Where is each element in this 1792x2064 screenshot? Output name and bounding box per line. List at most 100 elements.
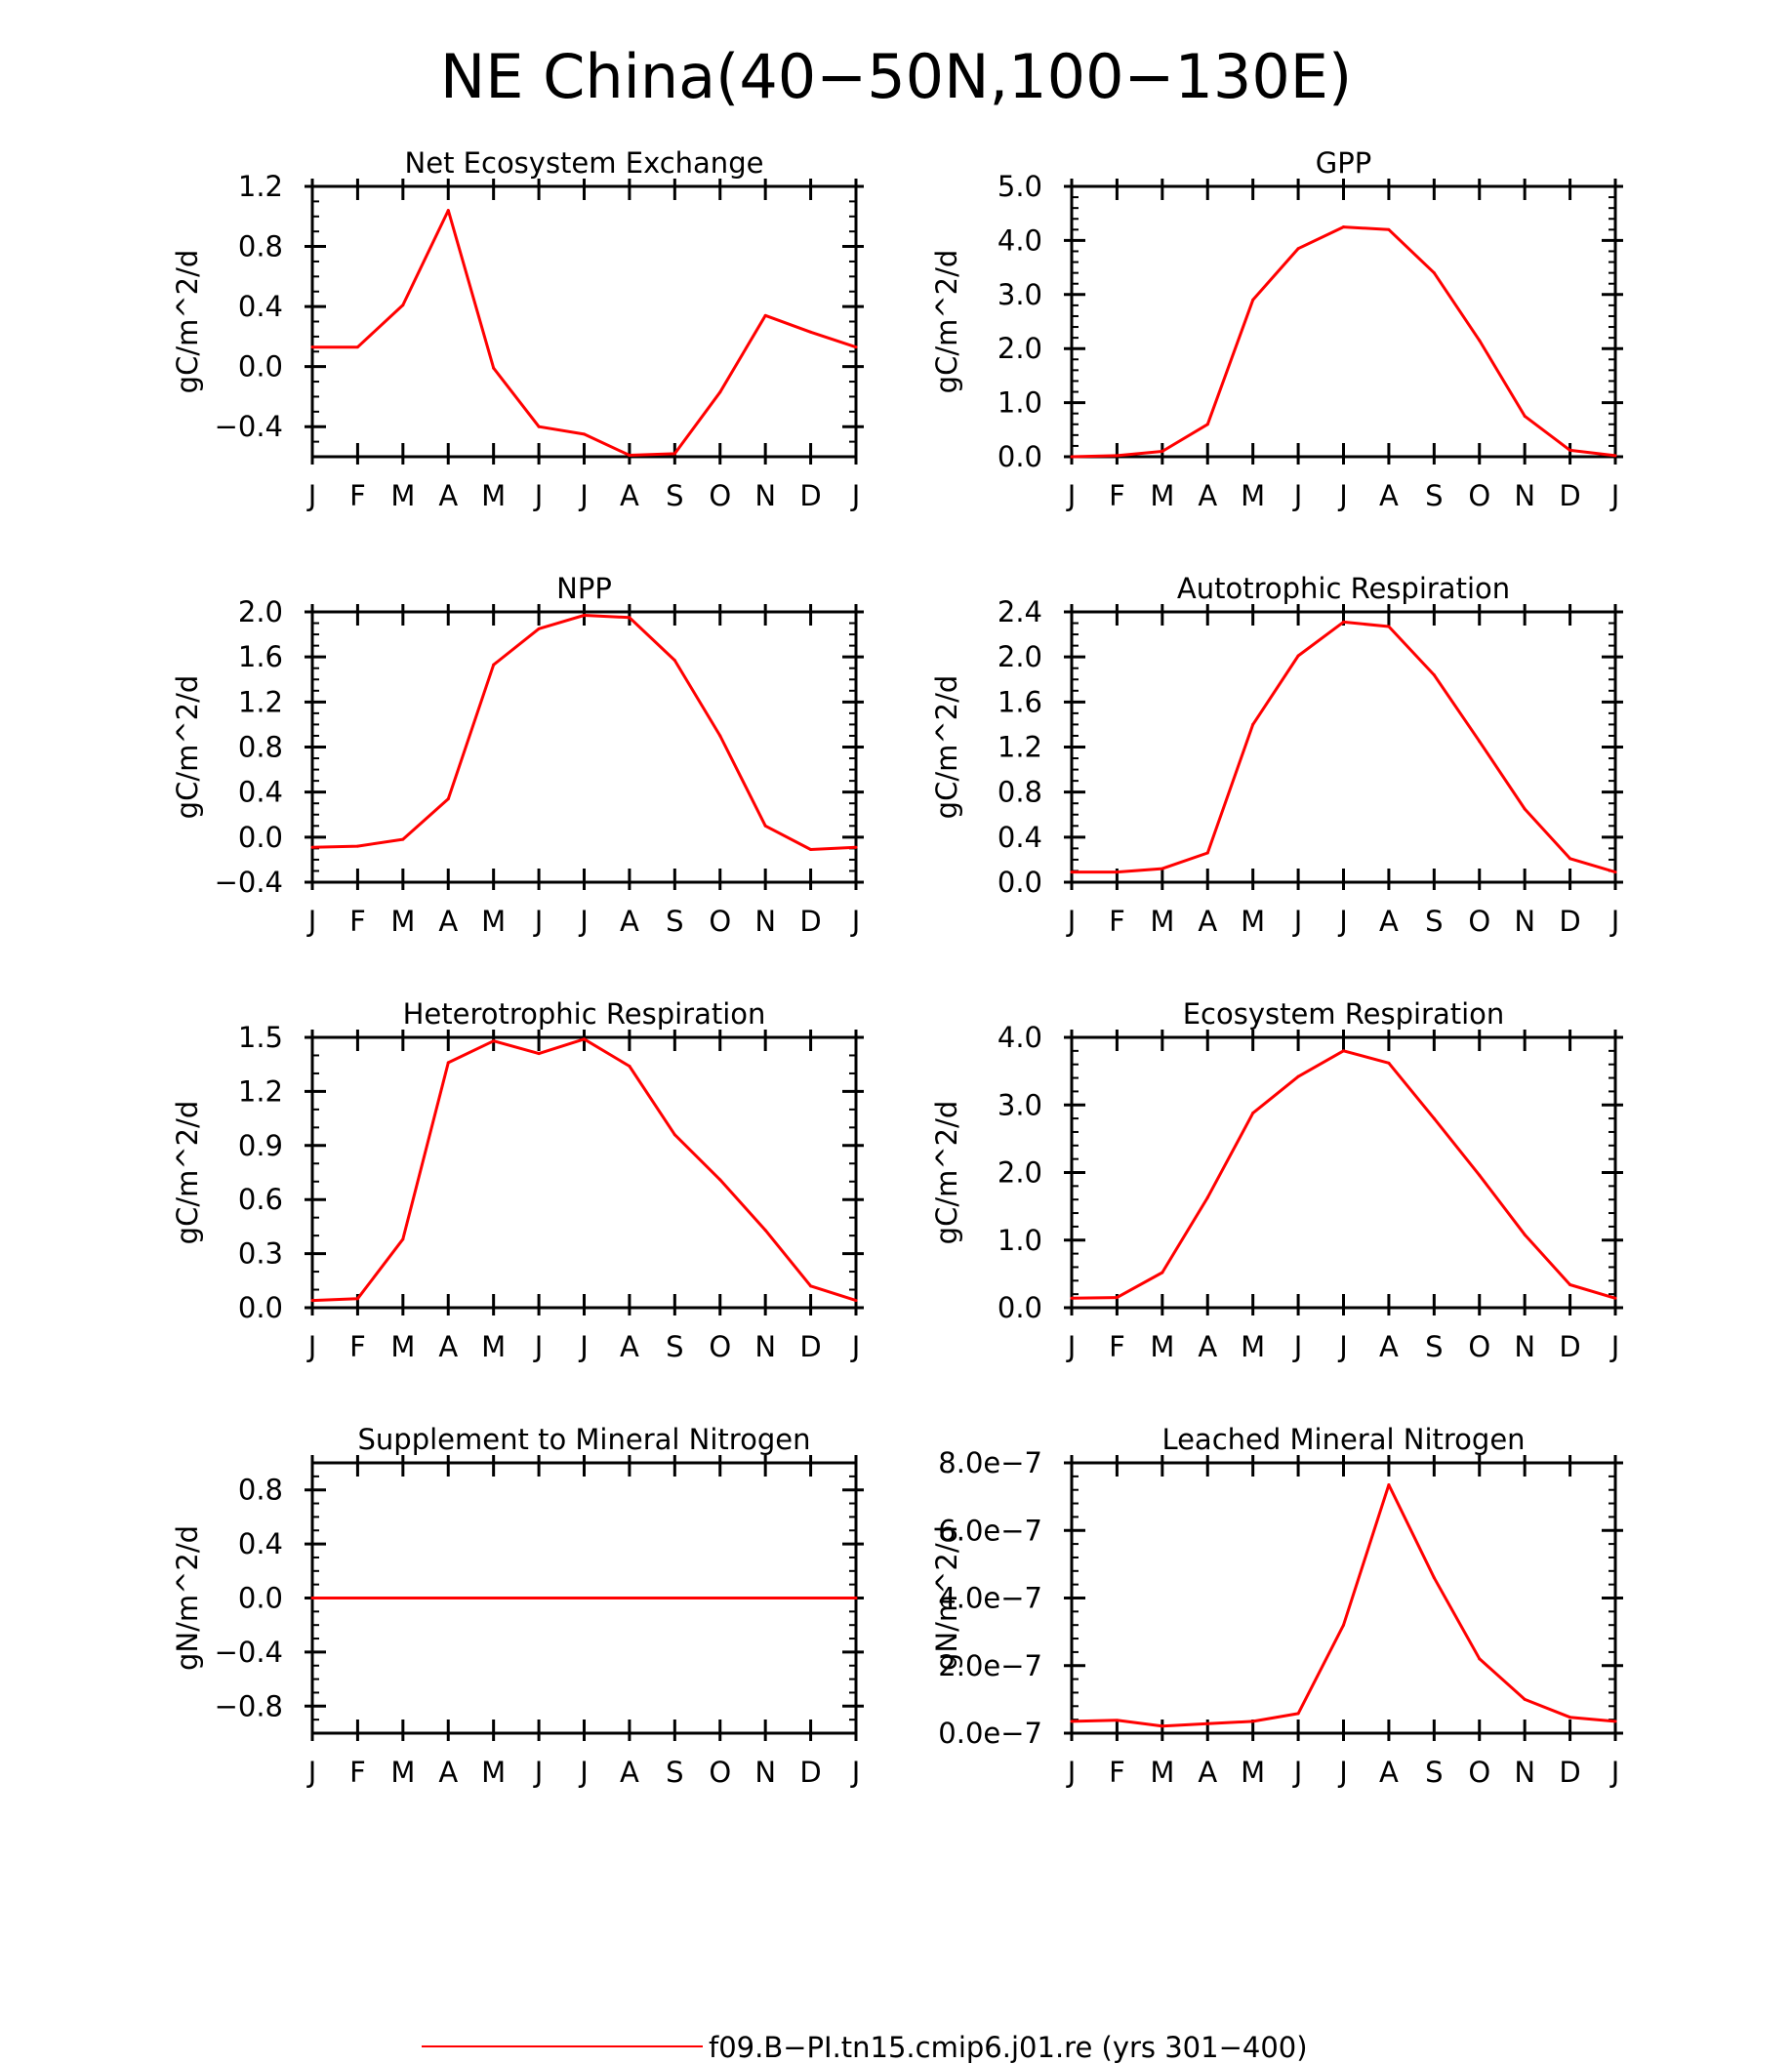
data-point <box>1070 455 1074 459</box>
x-tick-label: M <box>1241 1330 1265 1363</box>
y-tick-label: 0.4 <box>238 1527 283 1560</box>
data-point <box>1296 654 1300 658</box>
y-axis-label: gN/m^2/d <box>930 1525 963 1671</box>
x-tick-label: S <box>1425 905 1443 938</box>
panel-title: Ecosystem Respiration <box>1183 997 1505 1031</box>
data-point <box>809 330 813 334</box>
x-tick-label: M <box>481 1756 506 1789</box>
x-tick-label: A <box>1379 905 1399 938</box>
x-tick-label: M <box>1241 1756 1265 1789</box>
data-point <box>1070 870 1074 874</box>
x-tick-label: O <box>1468 479 1490 512</box>
series-line <box>1071 1049 1616 1300</box>
data-point <box>1296 1074 1300 1078</box>
x-tick-label: A <box>1379 479 1399 512</box>
data-point <box>854 845 858 849</box>
data-point <box>1161 1271 1164 1275</box>
data-point <box>854 1597 858 1599</box>
y-tick-label: −0.4 <box>215 1636 283 1669</box>
data-point <box>1115 1719 1119 1722</box>
y-tick-label: 1.6 <box>238 640 283 673</box>
y-tick-label: 3.0 <box>998 1088 1042 1121</box>
panel-title: Net Ecosystem Exchange <box>405 146 764 180</box>
y-tick-label: 6.0e−7 <box>938 1514 1042 1547</box>
data-point <box>1613 1720 1617 1723</box>
data-point <box>1432 271 1436 275</box>
panel-title: Heterotrophic Respiration <box>403 997 766 1031</box>
y-tick-label: 0.4 <box>238 776 283 809</box>
x-tick-label: J <box>1066 905 1077 938</box>
y-tick-label: 1.2 <box>238 1074 283 1108</box>
y-tick-label: 8.0e−7 <box>938 1446 1042 1479</box>
data-point <box>1296 1712 1300 1716</box>
x-tick-label: M <box>390 905 415 938</box>
x-tick-label: D <box>799 1330 821 1363</box>
series-line <box>1071 225 1616 459</box>
data-point <box>310 845 314 849</box>
data-point <box>492 366 496 370</box>
data-point <box>355 1297 359 1301</box>
data-point <box>1387 625 1391 628</box>
x-tick-label: J <box>1066 479 1077 512</box>
y-tick-label: 1.5 <box>238 1021 283 1054</box>
x-tick-label: J <box>1292 1756 1303 1789</box>
x-tick-label: J <box>1337 1756 1348 1789</box>
data-point <box>1387 227 1391 231</box>
panel-title: Leached Mineral Nitrogen <box>1161 1423 1525 1456</box>
panel-title: GPP <box>1316 146 1371 180</box>
data-point <box>310 1597 314 1599</box>
data-point <box>583 1597 586 1599</box>
x-tick-label: S <box>666 479 683 512</box>
x-tick-label: J <box>850 905 861 938</box>
series-line <box>1071 1483 1616 1728</box>
x-tick-label: F <box>349 905 366 938</box>
x-tick-label: M <box>390 1330 415 1363</box>
y-axis-label: gC/m^2/d <box>171 250 204 394</box>
x-tick-label: J <box>1292 1330 1303 1363</box>
data-point <box>718 390 722 394</box>
data-point <box>1523 807 1527 811</box>
x-tick-label: N <box>1514 1756 1535 1789</box>
x-tick-label: A <box>1198 479 1217 512</box>
x-tick-label: M <box>1241 905 1265 938</box>
data-point <box>763 824 767 828</box>
y-tick-label: 0.0e−7 <box>938 1717 1042 1750</box>
x-tick-label: A <box>620 1330 639 1363</box>
x-tick-label: S <box>1425 479 1443 512</box>
plot-frame <box>310 184 858 459</box>
panel-title: Autotrophic Respiration <box>1177 572 1510 605</box>
data-point <box>809 848 813 852</box>
data-point <box>1432 1576 1436 1580</box>
data-point <box>763 1229 767 1233</box>
x-tick-label: M <box>481 479 506 512</box>
panel-4: Autotrophic Respiration gC/m^2/d 0.0 0.4 0.8… <box>930 572 1623 938</box>
x-tick-label: D <box>1559 905 1580 938</box>
data-point <box>1161 1724 1164 1728</box>
y-tick-label: 2.0 <box>998 332 1042 365</box>
x-tick-label: N <box>754 479 776 512</box>
data-point <box>1205 1721 1209 1725</box>
x-tick-label: M <box>1150 905 1174 938</box>
x-tick-label: A <box>620 1756 639 1789</box>
data-point <box>672 1133 676 1137</box>
panels: Net Ecosystem Exchange gC/m^2/d −0.4 0.0 0.4… <box>171 146 1623 1789</box>
series-line <box>1072 620 1616 874</box>
y-axis-label: gC/m^2/d <box>930 675 963 820</box>
data-point <box>1070 1296 1074 1300</box>
y-axis-label: gC/m^2/d <box>171 1101 204 1245</box>
y-tick-label: −0.4 <box>215 866 283 899</box>
series-line <box>311 1037 857 1303</box>
data-point <box>1161 867 1164 870</box>
y-axis-label: gC/m^2/d <box>930 1101 963 1245</box>
data-point <box>492 663 496 667</box>
x-tick-label: J <box>306 1330 317 1363</box>
x-tick-label: J <box>306 905 317 938</box>
y-tick-label: 0.6 <box>238 1183 283 1216</box>
x-tick-label: D <box>1559 1756 1580 1789</box>
data-point <box>355 345 359 349</box>
y-tick-label: 2.0 <box>238 595 283 628</box>
data-point <box>583 613 586 617</box>
data-point <box>1568 857 1572 861</box>
